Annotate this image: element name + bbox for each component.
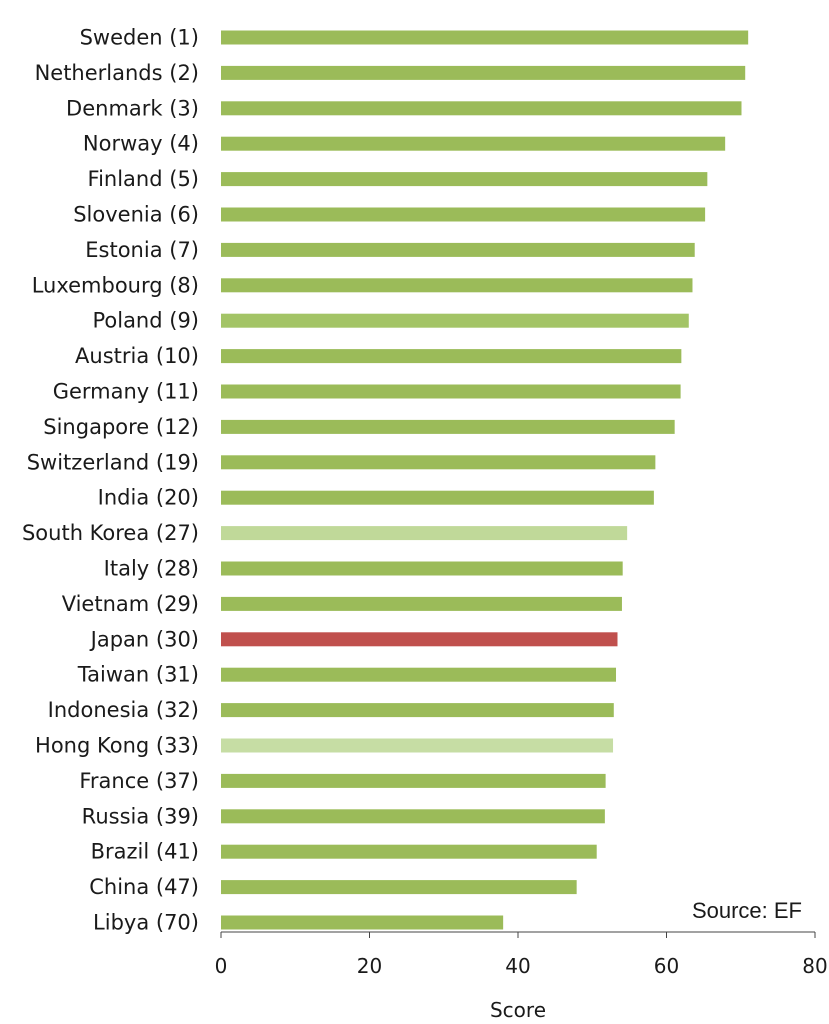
- category-label: Poland (9): [92, 309, 199, 333]
- category-label: Vietnam (29): [62, 592, 199, 616]
- bar: [221, 915, 504, 930]
- category-label: Hong Kong (33): [35, 734, 199, 758]
- source-annotation: Source: EF: [692, 898, 802, 923]
- bar: [221, 136, 726, 151]
- bar: [221, 65, 746, 80]
- category-labels: Sweden (1) Netherlands (2) Denmark (3) Norw…: [22, 26, 199, 935]
- category-label: Sweden (1): [80, 26, 199, 50]
- category-label: Libya (70): [93, 911, 199, 935]
- category-label: Switzerland (19): [27, 450, 199, 474]
- x-tick-label: 20: [357, 954, 382, 978]
- category-label: Taiwan (31): [77, 663, 199, 687]
- category-label: South Korea (27): [22, 521, 199, 545]
- bar: [221, 526, 628, 541]
- category-label: Brazil (41): [91, 840, 199, 864]
- bar: [221, 242, 695, 257]
- x-axis-title: Score: [490, 998, 546, 1022]
- bar: [221, 703, 614, 718]
- bar: [221, 880, 577, 895]
- category-label: Denmark (3): [66, 96, 199, 120]
- bar: [221, 455, 656, 470]
- bar: [221, 384, 681, 399]
- category-label: Russia (39): [82, 804, 199, 828]
- x-tick-label: 60: [654, 954, 679, 978]
- bar: [221, 101, 742, 116]
- category-label: Luxembourg (8): [32, 273, 199, 297]
- bar: [221, 207, 706, 222]
- bar: [221, 419, 675, 434]
- category-label: China (47): [89, 875, 199, 899]
- category-label: Singapore (12): [43, 415, 199, 439]
- bar: [221, 596, 622, 611]
- category-label: Estonia (7): [85, 238, 199, 262]
- bar: [221, 632, 618, 647]
- bars: [221, 30, 749, 930]
- bar: [221, 349, 682, 364]
- category-label: Indonesia (32): [48, 698, 199, 722]
- category-label: Germany (11): [53, 380, 199, 404]
- bar: [221, 809, 605, 824]
- bar: [221, 561, 623, 576]
- category-label: Finland (5): [88, 167, 199, 191]
- bar: [221, 773, 606, 788]
- category-label: Norway (4): [83, 132, 199, 156]
- category-label: Slovenia (6): [73, 203, 199, 227]
- bar: [221, 667, 617, 682]
- category-label: India (20): [98, 486, 199, 510]
- bar: [221, 738, 614, 753]
- bar: [221, 30, 749, 45]
- category-label: Italy (28): [104, 557, 199, 581]
- bar: [221, 313, 689, 328]
- category-label: Austria (10): [75, 344, 199, 368]
- x-tick-label: 0: [215, 954, 228, 978]
- category-label: Japan (30): [89, 627, 199, 651]
- category-label: France (37): [79, 769, 199, 793]
- x-tick-label: 80: [802, 954, 827, 978]
- x-axis: 0 20 40 60 80: [215, 931, 828, 978]
- category-label: Netherlands (2): [35, 61, 199, 85]
- x-tick-label: 40: [505, 954, 530, 978]
- bar: [221, 172, 708, 187]
- bar: [221, 844, 597, 859]
- bar: [221, 490, 654, 505]
- bar: [221, 278, 693, 293]
